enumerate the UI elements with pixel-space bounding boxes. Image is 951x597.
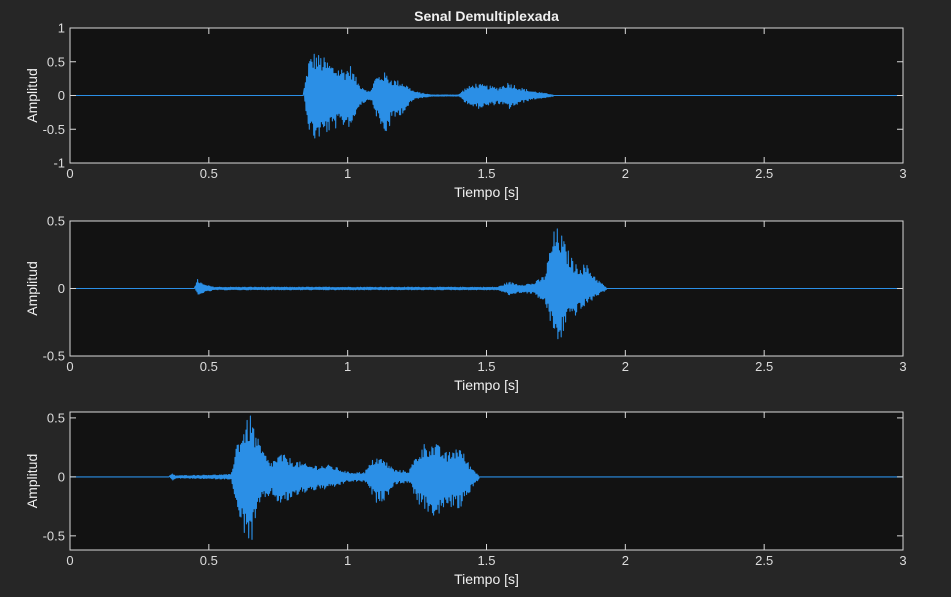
y-tick-label: 0.5 — [47, 410, 65, 425]
signal-line — [70, 53, 903, 139]
x-tick-label: 1.5 — [477, 166, 495, 181]
x-tick-label: 0 — [66, 553, 73, 568]
x-tick-label: 0.5 — [200, 553, 218, 568]
y-tick-label: 0.5 — [47, 214, 65, 229]
x-axis-label: Tiempo [s] — [454, 377, 519, 393]
x-tick-label: 2 — [622, 166, 629, 181]
x-tick-label: 3 — [899, 166, 906, 181]
chart-title: Senal Demultiplexada — [414, 8, 559, 24]
y-tick-label: -0.5 — [43, 122, 65, 137]
y-axis-label: Amplitud — [24, 68, 40, 122]
x-tick-label: 2.5 — [755, 553, 773, 568]
x-tick-label: 3 — [899, 359, 906, 374]
x-tick-label: 1.5 — [477, 553, 495, 568]
y-axis-label: Amplitud — [24, 261, 40, 315]
x-tick-label: 2 — [622, 359, 629, 374]
x-axis-label: Tiempo [s] — [454, 571, 519, 587]
x-tick-label: 0 — [66, 166, 73, 181]
y-tick-label: 1 — [58, 21, 65, 36]
signal-line — [70, 228, 903, 340]
y-axis-label: Amplitud — [24, 454, 40, 508]
x-tick-label: 2.5 — [755, 359, 773, 374]
y-tick-label: 0 — [58, 469, 65, 484]
y-tick-label: -0.5 — [43, 349, 65, 364]
y-tick-label: -0.5 — [43, 528, 65, 543]
x-tick-label: 1.5 — [477, 359, 495, 374]
plot-area — [70, 412, 903, 550]
x-tick-label: 1 — [344, 553, 351, 568]
y-tick-label: 0.5 — [47, 54, 65, 69]
x-tick-label: 0 — [66, 359, 73, 374]
x-tick-label: 1 — [344, 359, 351, 374]
x-tick-label: 3 — [899, 553, 906, 568]
axes-top: 0 0.5 1 1.5 2 2.5 3 -1 -0.5 0 0.5 1 Tiempo [s] Amplit… — [24, 8, 907, 200]
y-tick-label: -1 — [53, 156, 65, 171]
x-tick-label: 0.5 — [200, 166, 218, 181]
x-axis-label: Tiempo [s] — [454, 184, 519, 200]
y-tick-label: 0 — [58, 281, 65, 296]
y-tick-label: 0 — [58, 88, 65, 103]
x-tick-label: 0.5 — [200, 359, 218, 374]
x-tick-label: 2.5 — [755, 166, 773, 181]
signal-line — [70, 415, 903, 540]
x-tick-label: 1 — [344, 166, 351, 181]
x-tick-label: 2 — [622, 553, 629, 568]
